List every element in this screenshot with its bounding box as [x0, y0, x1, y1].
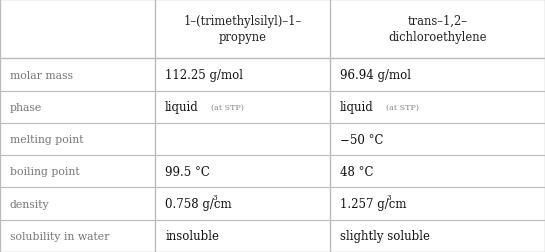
Text: solubility in water: solubility in water [10, 231, 109, 241]
Text: density: density [10, 199, 50, 209]
Text: melting point: melting point [10, 135, 83, 145]
Text: (at STP): (at STP) [386, 103, 419, 111]
Text: liquid: liquid [340, 101, 373, 114]
Text: 96.94 g/mol: 96.94 g/mol [340, 69, 410, 82]
Text: slightly soluble: slightly soluble [340, 230, 429, 242]
Text: 99.5 °C: 99.5 °C [165, 165, 210, 178]
Text: insoluble: insoluble [165, 230, 219, 242]
Text: trans–1,2–
dichloroethylene: trans–1,2– dichloroethylene [388, 15, 487, 44]
Text: 3: 3 [213, 193, 217, 201]
Text: boiling point: boiling point [10, 167, 80, 177]
Text: 3: 3 [387, 193, 391, 201]
Text: 48 °C: 48 °C [340, 165, 373, 178]
Text: liquid: liquid [165, 101, 199, 114]
Text: 1.257 g/cm: 1.257 g/cm [340, 197, 406, 210]
Text: molar mass: molar mass [10, 70, 73, 80]
Text: phase: phase [10, 102, 42, 112]
Text: 0.758 g/cm: 0.758 g/cm [165, 197, 232, 210]
Text: 112.25 g/mol: 112.25 g/mol [165, 69, 243, 82]
Text: 1–(trimethylsilyl)–1–
propyne: 1–(trimethylsilyl)–1– propyne [184, 15, 301, 44]
Text: (at STP): (at STP) [211, 103, 245, 111]
Text: −50 °C: −50 °C [340, 133, 383, 146]
